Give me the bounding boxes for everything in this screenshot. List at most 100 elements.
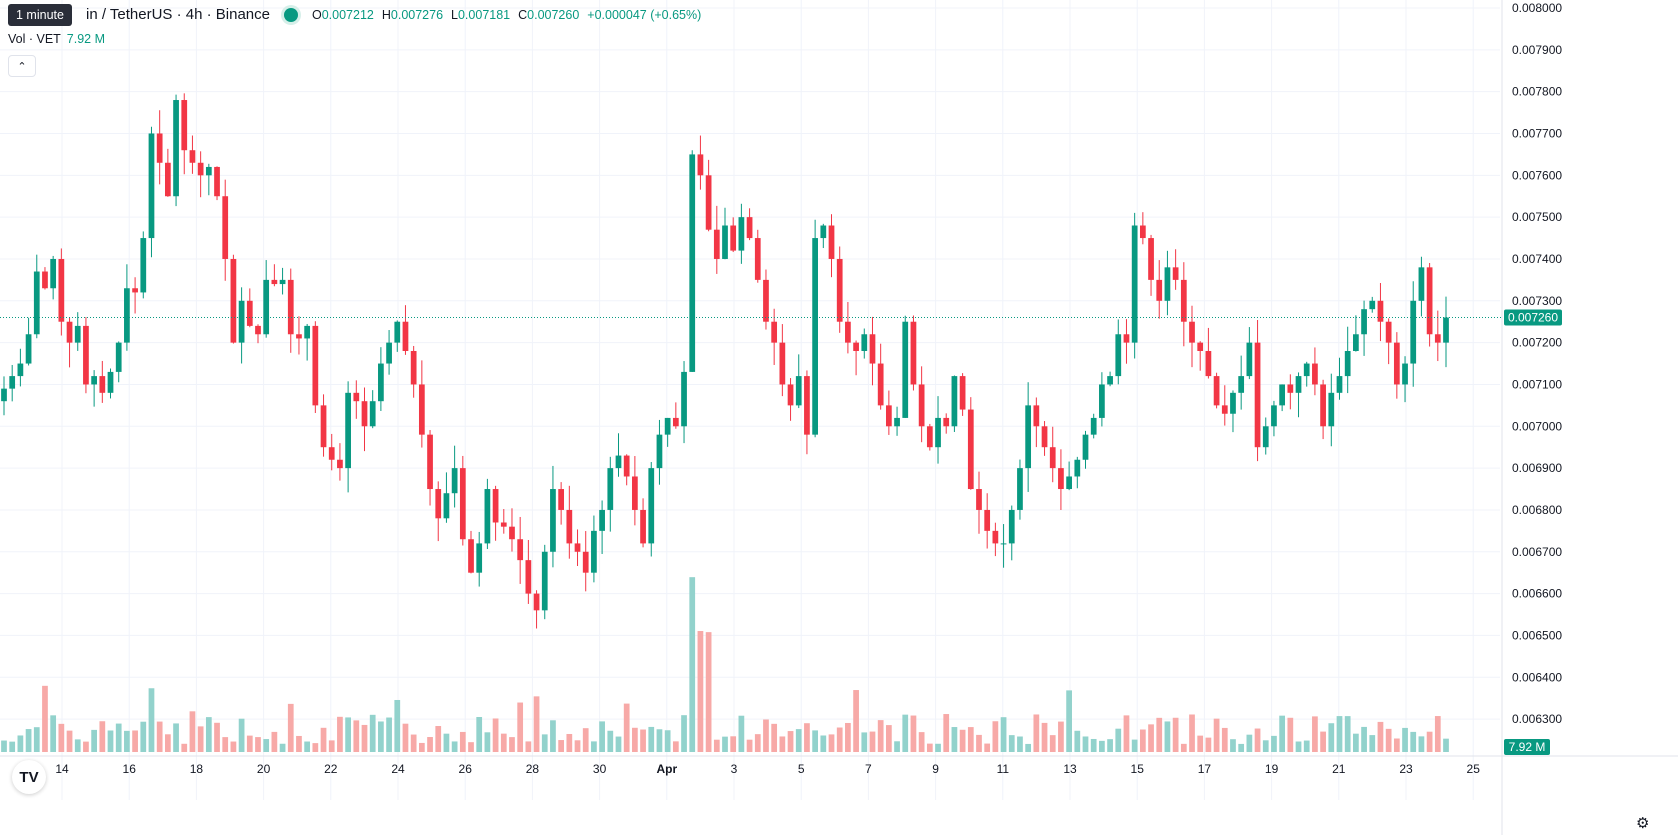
volume-bar xyxy=(591,741,597,752)
y-tick-label: 0.007200 xyxy=(1512,336,1562,350)
low-key: L xyxy=(451,7,458,22)
volume-bar xyxy=(517,702,524,752)
x-tick-label: 26 xyxy=(459,762,473,776)
volume-bar xyxy=(1148,724,1154,752)
candle-body xyxy=(1385,321,1392,343)
x-tick-label: 18 xyxy=(190,762,204,776)
symbol-legend: in / TetherUS · 4h · Binance O0.007212 H… xyxy=(8,6,701,23)
candle-body xyxy=(1058,468,1064,490)
volume-bar xyxy=(214,722,220,752)
volume-bar xyxy=(877,720,884,752)
volume-bar xyxy=(648,726,655,752)
candle-body xyxy=(869,334,876,364)
volume-bar xyxy=(238,718,245,752)
volume-bar xyxy=(935,743,941,752)
volume-bar xyxy=(820,735,827,752)
candle-body xyxy=(1393,342,1400,385)
close-key: C xyxy=(518,7,528,22)
volume-bar xyxy=(509,737,515,752)
candle-body xyxy=(943,417,950,427)
volume-bar xyxy=(910,715,917,752)
volume-bar xyxy=(1238,743,1245,752)
volume-bar xyxy=(459,731,466,752)
volume-bar xyxy=(1230,739,1236,752)
candle-body xyxy=(287,279,294,335)
volume-bar xyxy=(1287,717,1294,752)
y-tick-label: 0.006800 xyxy=(1512,503,1562,517)
volume-bar xyxy=(607,730,614,752)
market-status-icon[interactable] xyxy=(283,7,298,22)
candle-body xyxy=(173,100,179,197)
candle-body xyxy=(115,342,122,372)
volume-bar xyxy=(1320,731,1326,752)
volume-bar xyxy=(427,737,433,752)
candle-body xyxy=(353,392,360,402)
volume-bar xyxy=(124,730,130,752)
interval-tooltip: 1 minute xyxy=(8,4,72,26)
volume-bar xyxy=(205,717,212,752)
volume-bar xyxy=(1328,723,1335,752)
volume-bar xyxy=(1008,735,1015,752)
volume-bar xyxy=(378,721,384,752)
tradingview-logo-icon[interactable]: TV xyxy=(12,760,46,794)
volume-legend[interactable]: Vol · VET 7.92 M xyxy=(8,32,105,46)
candle-body xyxy=(754,238,761,280)
x-tick-label: 7 xyxy=(865,762,872,776)
volume-bar xyxy=(664,730,671,752)
candle-body xyxy=(1434,334,1441,343)
candle-body xyxy=(730,225,737,251)
volume-bar xyxy=(533,696,540,752)
candle-body xyxy=(976,489,982,510)
ohlc-values: O0.007212 H0.007276 L0.007181 C0.007260 … xyxy=(312,8,701,22)
candle-body xyxy=(410,350,417,385)
candle-body xyxy=(181,100,188,151)
candle-body xyxy=(9,376,16,389)
candle-body xyxy=(1303,363,1310,377)
volume-bar xyxy=(640,729,646,752)
candle-body xyxy=(746,217,753,239)
chevron-up-icon: ⌃ xyxy=(17,60,27,73)
candle-body xyxy=(967,409,974,490)
volume-bar xyxy=(156,721,163,752)
volume-bar xyxy=(1000,717,1007,752)
volume-bar xyxy=(189,711,196,752)
candle-body xyxy=(845,321,851,343)
volume-bar xyxy=(148,688,155,752)
volume-bar xyxy=(976,734,982,752)
volume-bar xyxy=(468,742,474,752)
candle-body xyxy=(418,384,425,435)
volume-bar xyxy=(1107,739,1113,752)
candle-body xyxy=(312,325,319,406)
volume-bar xyxy=(410,734,417,752)
collapse-legend-button[interactable]: ⌃ xyxy=(8,55,36,77)
volume-bar xyxy=(369,714,376,752)
volume-value: 7.92 M xyxy=(66,32,106,46)
candle-body xyxy=(640,509,646,544)
candle-body xyxy=(1336,376,1343,393)
y-tick-label: 0.007900 xyxy=(1512,43,1562,57)
candle-body xyxy=(386,342,392,364)
x-tick-label: 9 xyxy=(932,762,939,776)
volume-bar xyxy=(435,726,442,752)
candle-body xyxy=(828,225,835,259)
candle-body xyxy=(25,334,32,364)
candle-body xyxy=(189,150,196,163)
volume-bar xyxy=(320,727,327,752)
candle-body xyxy=(1426,267,1433,335)
volume-bar xyxy=(345,717,351,752)
candle-body xyxy=(1115,334,1122,377)
volume-bar xyxy=(312,743,319,752)
symbol-title[interactable]: in / TetherUS · 4h · Binance xyxy=(86,6,270,23)
candle-body xyxy=(632,476,638,510)
candle-body xyxy=(509,526,515,540)
volume-bar xyxy=(164,734,171,752)
candle-body xyxy=(1,388,7,402)
volume-bar xyxy=(943,714,950,752)
volume-bar xyxy=(197,726,204,752)
candle-body xyxy=(1312,363,1318,385)
volume-bar xyxy=(1156,717,1163,752)
volume-bar xyxy=(1443,738,1449,752)
gear-icon[interactable]: ⚙ xyxy=(1636,815,1650,832)
candle-body xyxy=(1287,384,1294,393)
